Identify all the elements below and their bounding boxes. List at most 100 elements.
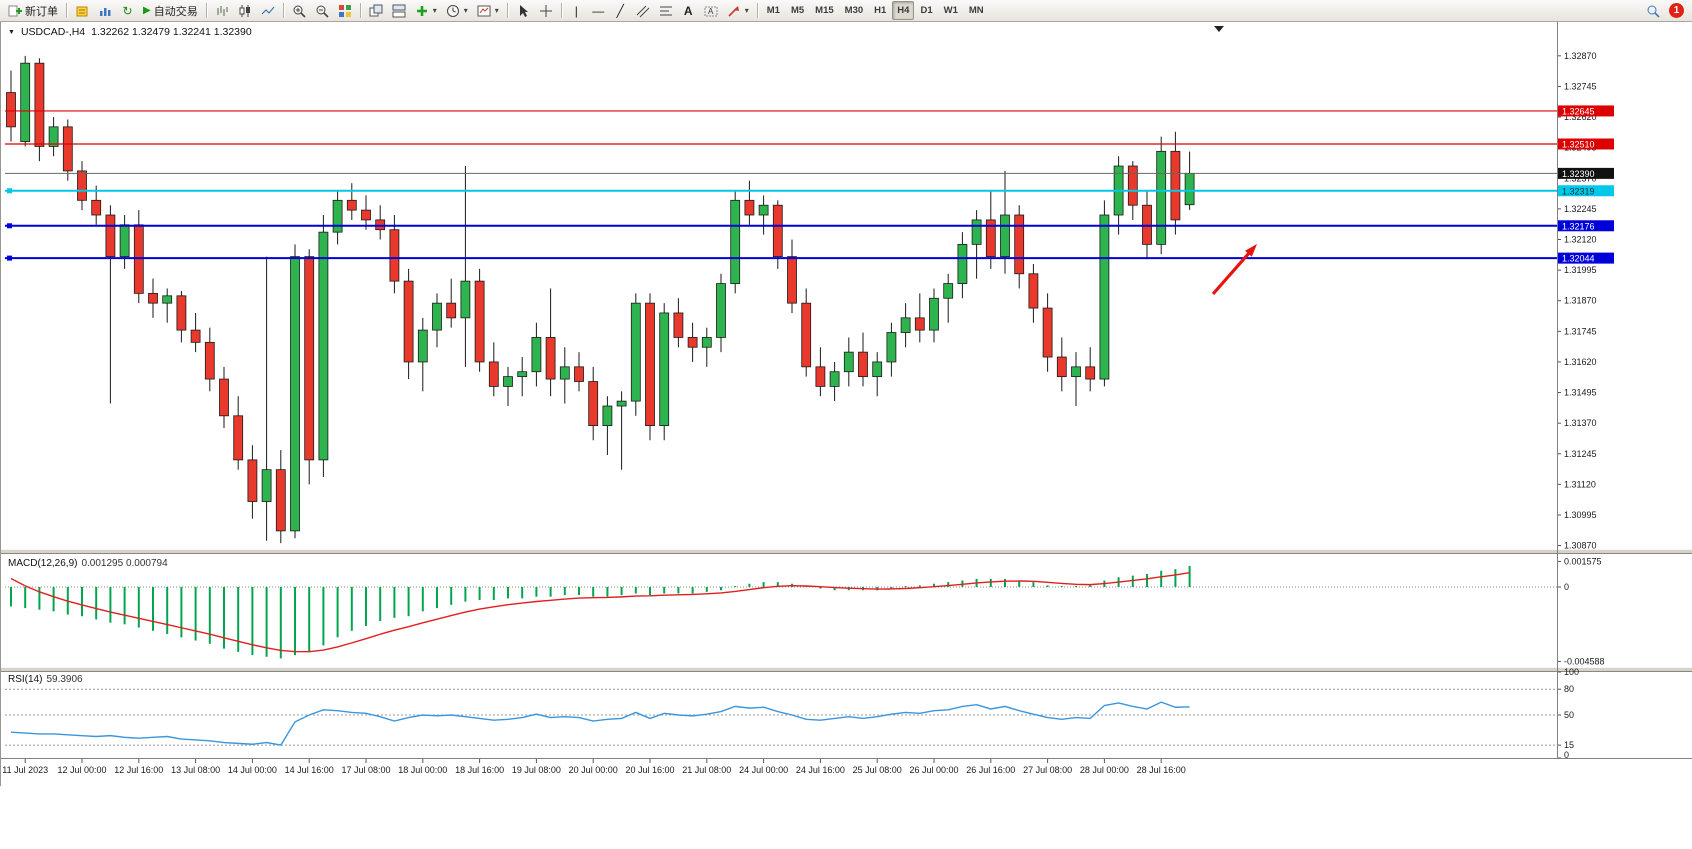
candle-body — [34, 62, 45, 147]
tile-windows-button[interactable] — [334, 1, 356, 20]
time-axis[interactable]: 11 Jul 2023 12 Jul 00:00 12 Jul 16:00 13 Ju… — [1, 758, 1692, 776]
timeframe-m15-button[interactable]: M15 — [810, 1, 838, 20]
crosshair-button[interactable] — [535, 1, 557, 20]
price-tag — [1558, 167, 1614, 179]
tile-horizontal-icon — [392, 4, 406, 18]
rsi-scale-label: 80 — [1564, 684, 1574, 694]
trendline-tool-button[interactable]: ╱ — [610, 1, 631, 20]
hline-handle[interactable] — [7, 188, 12, 194]
candle-body — [758, 204, 769, 216]
toolbar-separator — [506, 3, 508, 18]
collapse-chart-icon[interactable]: ▼ — [8, 28, 15, 36]
fibonacci-tool-button[interactable] — [655, 1, 677, 20]
rsi-scale-label: 50 — [1564, 710, 1574, 720]
vline-tool-button[interactable]: | — [566, 1, 587, 20]
search-button[interactable] — [1642, 1, 1664, 20]
trend-arrow-annotation[interactable] — [1211, 244, 1257, 296]
timeframe-h4-button[interactable]: H4 — [892, 1, 915, 20]
candle-body — [673, 312, 684, 338]
templates-button[interactable]: ▾ — [473, 1, 503, 20]
rsi-scale-label: 15 — [1564, 740, 1574, 750]
notification-badge[interactable]: 1 — [1669, 3, 1684, 18]
price-scale-label: 1.30870 — [1564, 541, 1597, 551]
candle-body — [616, 400, 627, 407]
channel-tool-button[interactable] — [632, 1, 654, 20]
price-tag — [1558, 185, 1614, 197]
candle-body — [929, 297, 939, 331]
candle-body — [701, 337, 712, 348]
arrows-tool-button[interactable]: ▾ — [723, 1, 753, 20]
candle-body — [1042, 307, 1053, 358]
macd-scale-label: 0.001575 — [1564, 556, 1602, 566]
toolbar: 新订单 ↻ ▶ 自动交易 — [0, 0, 1692, 22]
zoom-out-button[interactable] — [311, 1, 333, 20]
hline-icon: — — [592, 3, 605, 18]
time-axis-label: 18 Jul 16:00 — [455, 765, 504, 775]
price-scale-label: 1.31620 — [1564, 357, 1597, 367]
candle-body — [730, 199, 741, 284]
candle-body — [1085, 366, 1096, 380]
panel-separator[interactable] — [1, 667, 1692, 672]
text-tool-button[interactable]: A — [678, 1, 699, 20]
candle-body — [588, 381, 599, 427]
timeframe-m30-button[interactable]: M30 — [840, 1, 868, 20]
chart-line-button[interactable] — [257, 1, 279, 20]
candle-body — [1127, 165, 1138, 206]
timeframe-mn-button[interactable]: MN — [964, 1, 989, 20]
zoom-in-button[interactable] — [288, 1, 310, 20]
arrow-shaft[interactable] — [1211, 248, 1254, 296]
candle-body — [985, 219, 996, 258]
candle-body — [1014, 214, 1025, 275]
auto-trading-button[interactable]: ▶ 自动交易 — [139, 1, 202, 20]
candle-body — [361, 209, 371, 221]
cursor-button[interactable] — [512, 1, 534, 20]
price-tag-label: 1.32390 — [1562, 169, 1595, 179]
cascade-windows-button[interactable] — [365, 1, 387, 20]
new-order-label: 新订单 — [25, 5, 58, 18]
candle-body — [645, 302, 655, 427]
svg-text:A: A — [708, 7, 714, 16]
rsi-scale-label: 0 — [1564, 750, 1569, 760]
candle-body — [957, 243, 968, 284]
chart-bars-button[interactable] — [211, 1, 233, 20]
hline-handle[interactable] — [7, 255, 12, 261]
price-scale-label: 1.31495 — [1564, 388, 1597, 398]
timeframe-d1-button[interactable]: D1 — [915, 1, 937, 20]
price-chart[interactable]: 1.328701.327451.326201.324951.323701.322… — [1, 22, 1692, 786]
periods-button[interactable]: ▾ — [442, 1, 472, 20]
candle-body — [559, 366, 570, 380]
macd-scale-label: -0.004588 — [1564, 656, 1605, 666]
chart-line-icon — [261, 4, 275, 18]
add-indicator-button[interactable]: ▾ — [411, 1, 441, 20]
chart-candles-button[interactable] — [234, 1, 256, 20]
candle-body — [659, 312, 670, 427]
chevron-down-icon: ▾ — [432, 6, 437, 15]
toolbar-separator — [66, 3, 67, 18]
tile-horizontal-button[interactable] — [388, 1, 410, 20]
timeframe-m5-button[interactable]: M5 — [786, 1, 809, 20]
timeframe-h1-button[interactable]: H1 — [869, 1, 891, 20]
candle-body — [1028, 273, 1039, 309]
rsi-value: 59.3906 — [46, 674, 83, 685]
macd-indicator-label: MACD(12,26,9) 0.001295 0.000794 — [8, 558, 168, 569]
timeframe-m1-button[interactable]: M1 — [762, 1, 785, 20]
candle-body — [62, 126, 73, 172]
refresh-icon: ↻ — [122, 3, 133, 18]
timeframe-w1-button[interactable]: W1 — [939, 1, 963, 20]
hline-tool-button[interactable]: — — [588, 1, 609, 20]
panel-separator[interactable] — [1, 549, 1692, 554]
text-tool-icon: A — [683, 3, 693, 18]
price-tag-label: 1.32044 — [1562, 254, 1595, 264]
hline-handle[interactable] — [7, 223, 12, 229]
macd-scale-label: 0 — [1564, 582, 1569, 592]
market-watch-button[interactable] — [94, 1, 116, 20]
text-label-tool-button[interactable]: A — [700, 1, 722, 20]
refresh-button[interactable]: ↻ — [117, 1, 138, 20]
price-scale-label: 1.32245 — [1564, 204, 1597, 214]
candle-body — [318, 231, 329, 461]
chart-shift-marker[interactable] — [1214, 26, 1224, 32]
auto-trading-label: 自动交易 — [153, 5, 198, 18]
new-order-button[interactable]: 新订单 — [4, 1, 62, 20]
metaeditor-button[interactable] — [71, 1, 93, 20]
chevron-down-icon: ▾ — [463, 6, 468, 15]
